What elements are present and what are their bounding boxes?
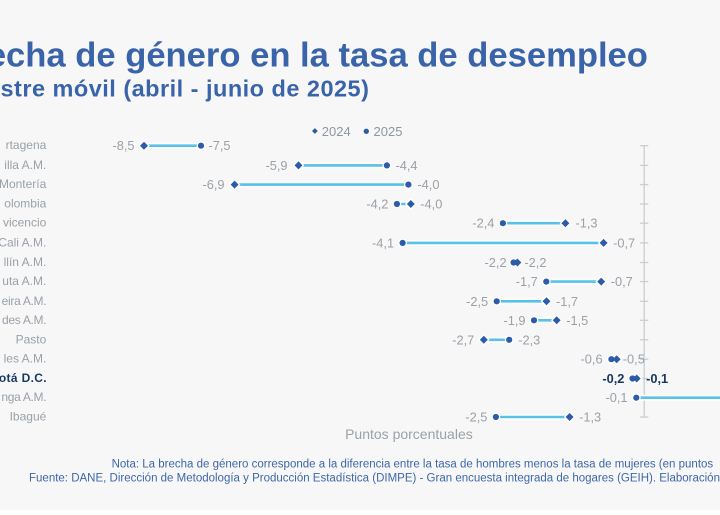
svg-text:eira A.M.: eira A.M. — [2, 294, 47, 308]
svg-text:les A.M.: les A.M. — [4, 352, 47, 366]
svg-text:-2,5: -2,5 — [465, 410, 487, 425]
svg-text:Pasto: Pasto — [16, 332, 47, 346]
svg-text:olombia: olombia — [4, 197, 46, 211]
svg-text:Puntos porcentuales: Puntos porcentuales — [345, 426, 473, 442]
svg-text:-0,7: -0,7 — [613, 235, 635, 250]
svg-text:Ibagué: Ibagué — [10, 410, 47, 424]
svg-text:-8,5: -8,5 — [112, 138, 134, 153]
svg-text:-4,0: -4,0 — [417, 177, 439, 192]
svg-text:stre móvil (abril - junio de 2: stre móvil (abril - junio de 2025) — [1, 75, 370, 101]
svg-text:des A.M.: des A.M. — [2, 313, 46, 327]
svg-text:-2,2: -2,2 — [524, 255, 546, 270]
svg-text:llín A.M.: llín A.M. — [4, 255, 47, 269]
svg-text:-0,5: -0,5 — [623, 352, 645, 367]
svg-text:-1,7: -1,7 — [556, 294, 578, 309]
svg-text:2024: 2024 — [322, 124, 351, 139]
svg-text:-0,6: -0,6 — [581, 352, 603, 367]
svg-text:-2,7: -2,7 — [452, 332, 474, 347]
svg-text:echa de género en la tasa de d: echa de género en la tasa de desempleo — [0, 36, 648, 74]
svg-text:-2,3: -2,3 — [518, 332, 540, 347]
svg-text:2025: 2025 — [374, 124, 403, 139]
svg-text:-5,9: -5,9 — [265, 158, 287, 173]
svg-text:uta A.M.: uta A.M. — [2, 274, 46, 288]
svg-text:-0,2: -0,2 — [602, 371, 624, 386]
svg-text:Nota: La brecha de género corr: Nota: La brecha de género corresponde a … — [112, 458, 714, 470]
svg-text:-4,4: -4,4 — [396, 158, 418, 173]
svg-text:-1,3: -1,3 — [579, 410, 601, 425]
svg-text:Fuente: DANE, Dirección de Met: Fuente: DANE, Dirección de Metodología y… — [29, 472, 720, 484]
svg-text:-6,9: -6,9 — [202, 177, 224, 192]
svg-text:-4,0: -4,0 — [420, 197, 442, 212]
svg-text:-0,1: -0,1 — [646, 371, 668, 386]
svg-text:otá D.C.: otá D.C. — [0, 371, 47, 385]
svg-text:nga A.M.: nga A.M. — [1, 390, 46, 404]
svg-text:-1,9: -1,9 — [503, 313, 525, 328]
svg-text:-2,2: -2,2 — [485, 255, 507, 270]
svg-text:-0,1: -0,1 — [605, 390, 627, 405]
svg-text:vicencio: vicencio — [3, 216, 47, 230]
svg-text:Montería: Montería — [0, 177, 47, 191]
svg-text:-1,5: -1,5 — [566, 313, 588, 328]
svg-text:illa A.M.: illa A.M. — [4, 158, 46, 172]
svg-text:Cali A.M.: Cali A.M. — [0, 235, 46, 249]
svg-text:-1,7: -1,7 — [516, 274, 538, 289]
svg-text:-1,3: -1,3 — [576, 216, 598, 231]
svg-text:-0,7: -0,7 — [611, 274, 633, 289]
svg-text:-4,2: -4,2 — [366, 197, 388, 212]
svg-text:-7,5: -7,5 — [209, 138, 231, 153]
svg-text:-4,1: -4,1 — [372, 235, 394, 250]
svg-text:rtagena: rtagena — [6, 138, 47, 152]
svg-text:-2,4: -2,4 — [472, 216, 494, 231]
svg-text:-2,5: -2,5 — [466, 294, 488, 309]
